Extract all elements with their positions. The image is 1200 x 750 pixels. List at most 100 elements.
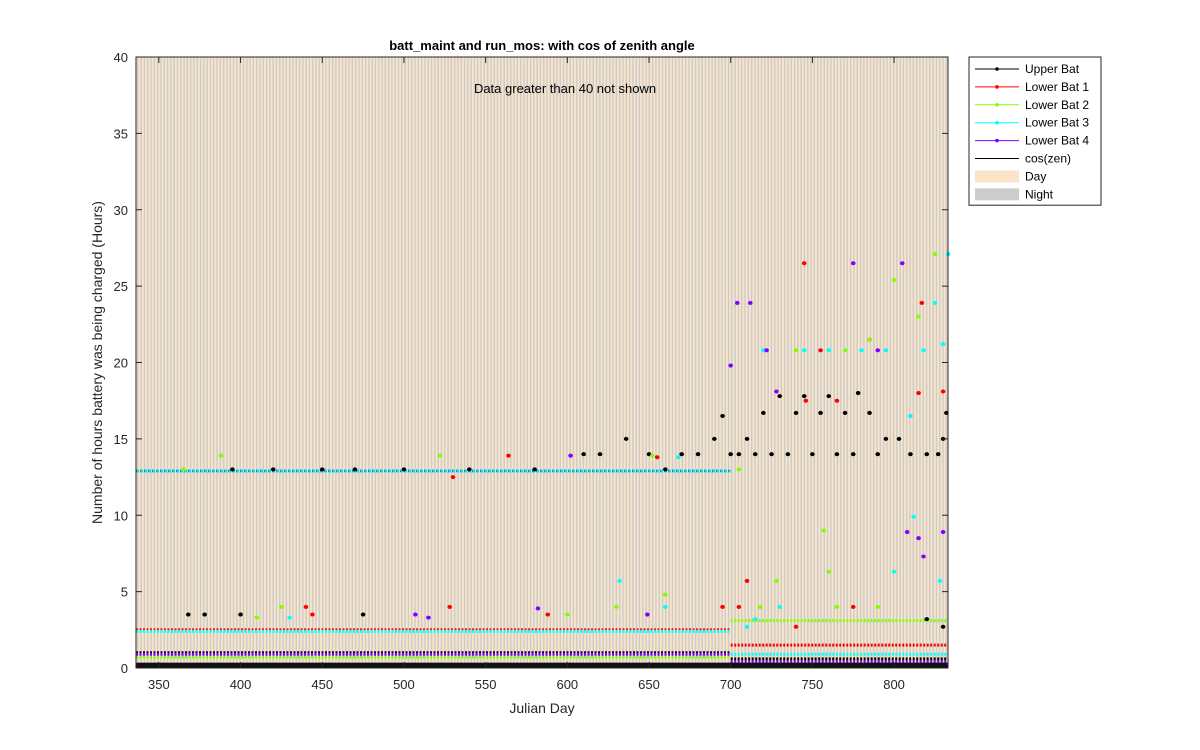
y-tick-label: 10 [114, 508, 128, 523]
data-point [935, 452, 941, 457]
legend-label: Night [1025, 187, 1054, 201]
data-point [230, 467, 235, 472]
data-point [218, 453, 224, 458]
data-point [568, 453, 573, 458]
data-point [545, 612, 551, 617]
legend-label: Lower Bat 4 [1025, 134, 1089, 148]
y-tick-label: 30 [114, 203, 128, 218]
data-point [270, 467, 276, 472]
data-point [834, 452, 840, 457]
data-point [360, 612, 366, 617]
data-point [720, 604, 725, 609]
data-point [850, 452, 856, 457]
data-point [617, 578, 622, 583]
day-night-background [136, 57, 948, 668]
data-point [875, 348, 881, 353]
series-lower-bat-4 [413, 261, 946, 620]
data-point [757, 604, 763, 609]
plot-background [136, 57, 948, 668]
data-point [761, 410, 766, 415]
legend: Upper Bat Lower Bat 1 Lower Bat 2 Lower Bat… [968, 56, 1102, 206]
x-tick-label: 800 [883, 677, 905, 692]
data-point [426, 615, 431, 620]
data-point [785, 452, 791, 457]
data-point [310, 612, 315, 617]
chart-title: batt_maint and run_mos: with cos of zeni… [389, 38, 695, 53]
legend-item-lower-bat-2: Lower Bat 2 [975, 98, 1089, 112]
data-point [744, 624, 750, 629]
series-upper-bat [185, 391, 949, 629]
data-point [450, 475, 456, 480]
data-point [919, 300, 925, 305]
x-tick-label: 550 [475, 677, 497, 692]
data-point [736, 604, 742, 609]
data-point [734, 300, 740, 305]
y-axis-label: Number of hours battery was being charge… [89, 201, 105, 524]
data-point [736, 452, 742, 457]
legend-label: Day [1025, 169, 1046, 183]
data-point [774, 389, 779, 394]
data-point [728, 363, 734, 368]
data-point [532, 467, 537, 472]
data-point [720, 413, 725, 418]
legend-swatch [975, 188, 1019, 201]
x-axis-label: Julian Day [509, 700, 574, 716]
data-point [663, 592, 668, 597]
data-point [597, 452, 603, 457]
data-point [287, 615, 292, 620]
legend-swatch [975, 170, 1019, 183]
y-tick-label: 0 [121, 661, 128, 676]
data-point [679, 452, 684, 457]
y-tick-label: 20 [114, 356, 128, 371]
data-point [801, 394, 807, 399]
data-point [401, 467, 407, 472]
data-point [777, 604, 783, 609]
legend-marker [995, 120, 999, 125]
legend-item-lower-bat-3: Lower Bat 3 [975, 116, 1089, 130]
y-tick-label: 40 [114, 50, 128, 65]
x-tick-label: 750 [802, 677, 824, 692]
data-point [181, 467, 186, 472]
data-point [916, 314, 921, 319]
legend-item-day: Day [975, 169, 1046, 183]
data-point [826, 569, 832, 574]
data-point [875, 604, 881, 609]
legend-marker [995, 67, 999, 71]
x-tick-label: 450 [311, 677, 333, 692]
data-point [279, 604, 284, 609]
data-point [466, 467, 472, 472]
legend-item-upper-bat: Upper Bat [975, 62, 1080, 76]
data-point [875, 452, 881, 457]
legend-label: Lower Bat 3 [1025, 116, 1089, 130]
data-point [834, 398, 840, 403]
data-point [940, 342, 946, 347]
data-point [850, 261, 856, 266]
data-point [744, 436, 750, 441]
data-point [826, 394, 832, 399]
legend-marker [995, 138, 999, 143]
y-tick-label: 25 [114, 279, 128, 294]
data-point [883, 436, 889, 441]
data-point [535, 606, 541, 611]
data-point [752, 617, 758, 622]
data-point [921, 554, 926, 559]
data-point [916, 536, 921, 541]
x-tick-label: 600 [556, 677, 578, 692]
data-point [834, 604, 840, 609]
data-point [303, 604, 309, 609]
data-point [932, 252, 938, 257]
data-point [736, 467, 742, 472]
legend-marker [995, 85, 999, 89]
data-point [908, 413, 913, 418]
data-point [883, 348, 889, 353]
data-point [654, 455, 660, 460]
data-point [614, 604, 619, 609]
data-point [676, 455, 681, 460]
data-point [932, 300, 938, 305]
data-point [908, 452, 913, 457]
data-point [899, 261, 905, 266]
data-point [774, 578, 779, 583]
y-tick-label: 35 [114, 126, 128, 141]
data-point [801, 261, 807, 266]
data-point [896, 436, 902, 441]
